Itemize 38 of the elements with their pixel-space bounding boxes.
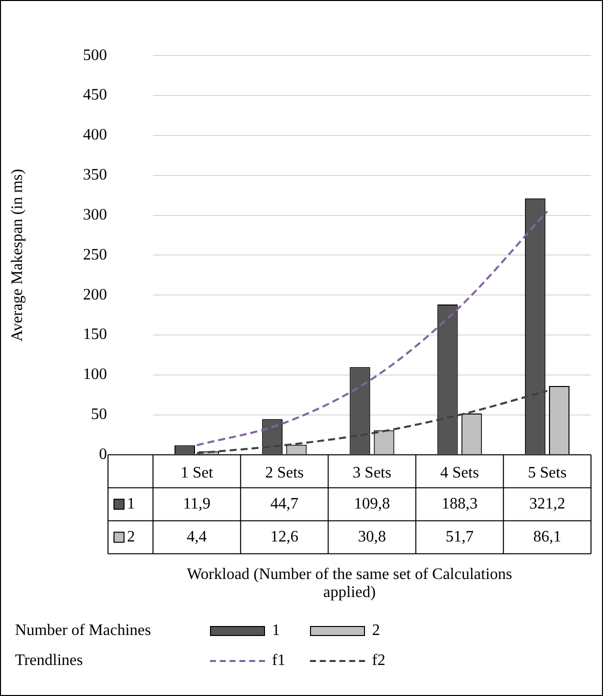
x-tick-label: 1 Set xyxy=(180,464,214,482)
legend-title: Number of Machines xyxy=(15,622,151,640)
line-series xyxy=(196,210,548,446)
y-tick-label: 250 xyxy=(83,246,107,264)
data-label: 44,7 xyxy=(270,496,298,513)
x-tick-label: 4 Sets xyxy=(440,464,479,482)
line-series xyxy=(196,390,548,454)
y-tick-label: 350 xyxy=(83,166,107,184)
y-tick-label: 400 xyxy=(83,126,107,144)
data-label: 321,2 xyxy=(529,496,566,513)
legend-label: f2 xyxy=(372,652,386,670)
x-tick-label: 5 Sets xyxy=(528,464,567,482)
y-tick-label: 300 xyxy=(83,206,107,224)
data-label: 86,1 xyxy=(533,528,562,546)
data-label: 30,8 xyxy=(358,528,386,546)
text: 2 xyxy=(372,622,380,639)
legend-label: 2 xyxy=(127,528,135,546)
x-tick-label: 3 Sets xyxy=(352,464,392,482)
data-label: 109,8 xyxy=(354,496,390,513)
data-label: 12,6 xyxy=(270,528,298,546)
y-tick-label: 0 xyxy=(99,446,107,464)
y-tick-label: 500 xyxy=(83,46,107,64)
legend-label: 1 xyxy=(127,496,135,513)
y-tick-label: 450 xyxy=(83,86,107,104)
x-tick-label: 2 Sets xyxy=(265,464,304,482)
y-tick-label: 50 xyxy=(91,406,107,424)
y-tick-label: 100 xyxy=(83,366,107,384)
text: Trendlines xyxy=(15,652,83,670)
text: 1 xyxy=(272,622,280,639)
text: Workload (Number of the same set of Calculations applied) xyxy=(186,566,514,602)
y-axis-title: Average Makespan (in ms) xyxy=(8,168,26,342)
legend-label: f1 xyxy=(272,652,286,670)
y-tick-label: 200 xyxy=(83,286,107,304)
data-label: 11,9 xyxy=(183,496,211,513)
y-tick-label: 150 xyxy=(83,326,107,344)
data-label: 4,4 xyxy=(186,528,207,546)
data-label: 51,7 xyxy=(446,528,474,546)
data-label: 188,3 xyxy=(442,496,478,513)
